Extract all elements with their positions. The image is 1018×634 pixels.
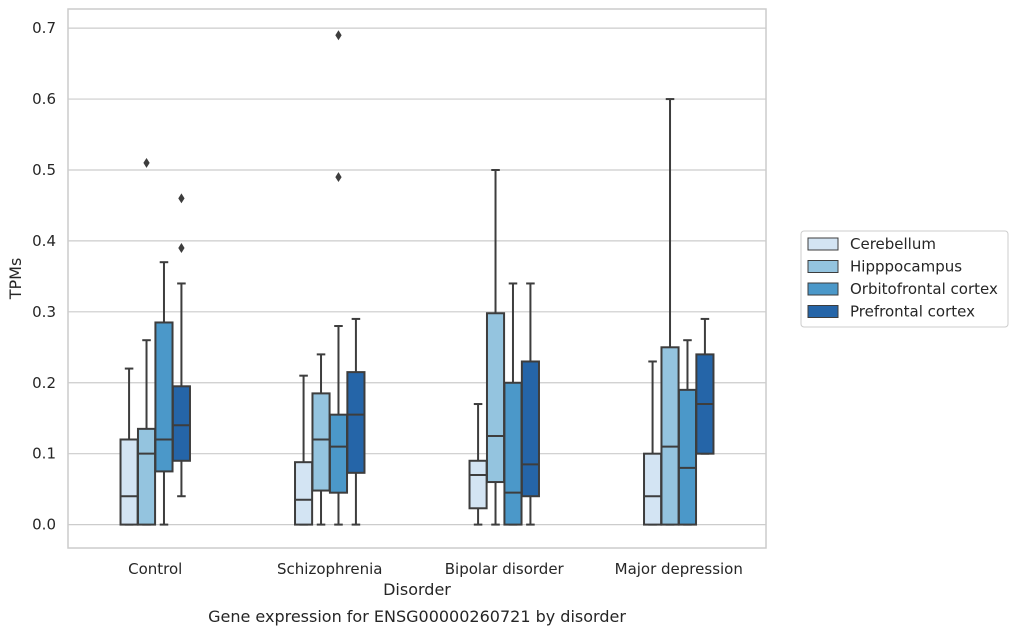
box-body [520,360,540,498]
y-tick-label: 0.5 [32,161,56,179]
chart-caption: Gene expression for ENSG00000260721 by d… [208,607,626,626]
box-body [503,381,523,526]
legend-label: Hipppocampus [850,258,962,276]
box-body [136,427,157,526]
x-tick-label: Major depression [615,560,743,578]
box-body [660,346,680,526]
legend-swatch [807,237,839,251]
y-tick-label: 0.6 [32,90,56,108]
outlier-marker [335,172,342,183]
box-hipppocampus [136,157,157,526]
legend-swatch [807,260,839,273]
box-body [294,461,314,526]
box-orbitofrontal-cortex [677,339,698,526]
box-prefrontal-cortex [346,317,366,526]
box-orbitofrontal-cortex [154,261,174,526]
y-tick-label: 0.4 [32,232,56,250]
outlier-marker [178,193,185,204]
box-series [119,30,715,526]
box-prefrontal-cortex [171,193,191,498]
legend-label: Cerebellum [850,235,936,253]
box-body [154,321,174,473]
box-body [677,388,698,526]
outlier-marker [143,157,150,168]
box-body [468,459,488,510]
box-cerebellum [294,374,314,526]
outlier-marker [335,30,342,41]
y-tick-label: 0.2 [32,374,56,392]
box-orbitofrontal-cortex [328,30,349,526]
box-body [328,413,349,494]
box-cerebellum [468,403,488,526]
box-hipppocampus [311,353,331,526]
box-body [311,392,331,492]
box-cerebellum [119,367,139,526]
legend[interactable]: Cerebellum Hipppocampus Orbitofrontal cort… [800,230,1009,328]
y-tick-label: 0.1 [32,445,56,463]
x-tick-label: Schizophrenia [277,560,382,578]
y-axis-ticks: 0.0 0.1 0.2 0.3 0.4 0.5 0.6 0.7 [32,19,56,533]
box-body [485,312,506,484]
box-body [346,371,366,474]
plot-area-frame [67,8,767,549]
legend-swatch [807,305,839,318]
y-tick-label: 0.7 [32,19,56,37]
y-tick-label: 0.3 [32,303,56,321]
box-prefrontal-cortex [520,282,540,526]
box-body [643,452,663,526]
y-tick-label: 0.0 [32,516,56,534]
box-orbitofrontal-cortex [503,282,523,526]
legend-swatch [807,282,839,296]
y-axis-label: TPMs [6,258,25,301]
x-axis-ticks: Control Schizophrenia Bipolar disorder Majo… [128,560,743,578]
legend-label: Prefrontal cortex [850,303,975,321]
outlier-marker [178,243,185,253]
x-tick-label: Bipolar disorder [445,560,565,578]
x-tick-label: Control [128,560,182,578]
box-body [119,438,139,526]
box-body [171,385,191,462]
legend-frame [800,230,1009,328]
legend-label: Orbitofrontal cortex [850,280,998,298]
box-hipppocampus [485,168,506,526]
box-prefrontal-cortex [695,317,715,455]
x-axis-label: Disorder [383,580,451,599]
box-cerebellum [643,360,663,526]
